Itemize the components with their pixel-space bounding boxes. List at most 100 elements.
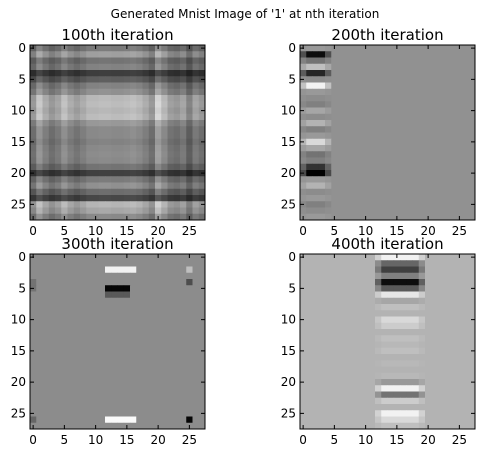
heatmap-cell: [61, 101, 68, 108]
heatmap-cell: [456, 272, 463, 280]
heatmap-cell: [86, 176, 93, 183]
heatmap-cell: [136, 163, 143, 171]
heatmap-cell: [186, 151, 193, 158]
heatmap-cell: [155, 341, 162, 349]
heatmap-cell: [393, 107, 401, 115]
heatmap-cell: [30, 360, 37, 367]
heatmap-cell: [142, 254, 150, 261]
heatmap-cell: [450, 385, 457, 392]
heatmap-cell: [105, 329, 112, 336]
heatmap-cell: [148, 170, 156, 177]
heatmap-cell: [368, 163, 376, 171]
heatmap-cell: [300, 366, 307, 374]
heatmap-cell: [318, 70, 326, 77]
heatmap-cell: [42, 279, 50, 286]
heatmap-cell: [306, 285, 313, 292]
heatmap-cell: [368, 88, 376, 96]
heatmap-cell: [142, 310, 150, 317]
heatmap-cell: [36, 107, 43, 115]
heatmap-cell: [73, 372, 81, 380]
heatmap-cell: [443, 322, 451, 330]
heatmap-cell: [80, 347, 87, 355]
heatmap-cell: [337, 310, 345, 317]
heatmap-cell: [443, 63, 451, 71]
heatmap-cell: [450, 310, 457, 317]
heatmap-cell: [400, 316, 407, 324]
heatmap-cell: [111, 51, 118, 58]
heatmap-cell: [381, 195, 388, 202]
heatmap-cell: [393, 404, 401, 411]
heatmap-cell: [136, 416, 143, 424]
heatmap-cell: [105, 422, 112, 430]
heatmap-cell: [350, 120, 357, 127]
heatmap-cell: [456, 260, 463, 267]
heatmap-cell: [180, 291, 187, 299]
heatmap-cell: [375, 51, 382, 58]
heatmap-cell: [306, 195, 313, 202]
heatmap-cell: [300, 182, 307, 190]
heatmap-cell: [381, 272, 388, 280]
heatmap-cell: [418, 176, 426, 183]
heatmap-cell: [450, 45, 457, 52]
heatmap-cell: [356, 354, 363, 361]
heatmap-cell: [198, 329, 206, 336]
heatmap-cell: [462, 145, 470, 152]
heatmap-cell: [350, 70, 357, 77]
heatmap-cell: [331, 176, 338, 183]
heatmap-cell: [167, 266, 175, 274]
heatmap-cell: [111, 304, 118, 311]
heatmap-cell: [337, 379, 345, 386]
heatmap-cell: [130, 329, 137, 336]
heatmap-cell: [105, 113, 112, 121]
heatmap-cell: [418, 372, 426, 380]
heatmap-cell: [437, 82, 445, 90]
heatmap-cell: [393, 207, 401, 215]
heatmap-cell: [67, 391, 75, 399]
heatmap-cell: [356, 279, 363, 286]
heatmap-cell: [55, 335, 62, 342]
heatmap-cell: [80, 126, 87, 133]
heatmap-cell: [123, 76, 131, 83]
heatmap-cell: [192, 88, 200, 96]
heatmap-cell: [36, 404, 43, 411]
heatmap-cell: [98, 176, 106, 183]
heatmap-cell: [443, 176, 451, 183]
heatmap-cell: [86, 126, 93, 133]
heatmap-cell: [42, 88, 50, 96]
heatmap-cell: [86, 213, 93, 221]
heatmap-cell: [142, 82, 150, 90]
heatmap-cell: [142, 70, 150, 77]
heatmap-cell: [437, 291, 445, 299]
heatmap-cell: [192, 304, 200, 311]
heatmap-cell: [337, 82, 345, 90]
heatmap-cell: [180, 207, 187, 215]
heatmap-cell: [462, 379, 470, 386]
heatmap-cell: [161, 95, 168, 102]
heatmap-cell: [425, 304, 432, 311]
heatmap-cell: [325, 422, 332, 430]
heatmap-cell: [86, 279, 93, 286]
heatmap-cell: [325, 260, 332, 267]
heatmap-cell: [161, 145, 168, 152]
heatmap-cell: [350, 322, 357, 330]
heatmap-cell: [105, 285, 112, 292]
heatmap-cell: [375, 341, 382, 349]
heatmap-cell: [36, 82, 43, 90]
heatmap-cell: [98, 397, 106, 405]
heatmap-cell: [412, 113, 420, 121]
heatmap-cell: [36, 279, 43, 286]
heatmap-cell: [98, 138, 106, 146]
heatmap-cell: [462, 285, 470, 292]
heatmap-cell: [325, 82, 332, 90]
heatmap-cell: [468, 266, 476, 274]
heatmap-cell: [73, 316, 81, 324]
heatmap-cell: [412, 304, 420, 311]
heatmap-cell: [350, 132, 357, 140]
heatmap-cell: [393, 341, 401, 349]
heatmap-cell: [173, 404, 181, 411]
heatmap-cell: [350, 107, 357, 115]
heatmap-cell: [117, 145, 125, 152]
heatmap-cell: [173, 304, 181, 311]
heatmap-cell: [343, 304, 351, 311]
heatmap-cell: [98, 113, 106, 121]
